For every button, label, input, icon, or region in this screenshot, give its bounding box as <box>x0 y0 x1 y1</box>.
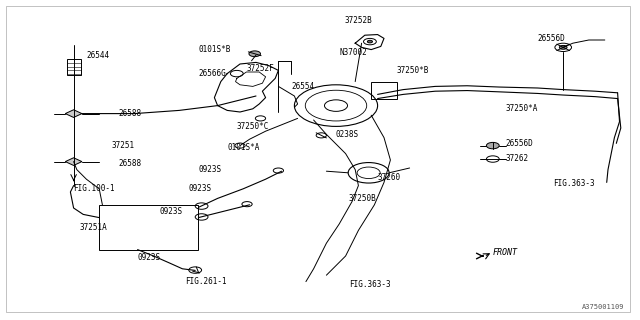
Circle shape <box>559 45 567 49</box>
Text: 26588: 26588 <box>118 159 141 168</box>
Text: 26556D: 26556D <box>506 140 533 148</box>
Circle shape <box>486 142 499 149</box>
Text: FIG.363-3: FIG.363-3 <box>349 280 390 289</box>
Text: 37250*B: 37250*B <box>397 66 429 75</box>
Text: 37262: 37262 <box>506 154 529 163</box>
Text: 0101S*A: 0101S*A <box>227 143 260 152</box>
Text: FIG.100-1: FIG.100-1 <box>74 184 115 193</box>
Text: 37252F: 37252F <box>246 64 274 73</box>
Bar <box>99 205 198 250</box>
Text: FIG.261-1: FIG.261-1 <box>186 277 227 286</box>
Text: 37250*C: 37250*C <box>237 122 269 131</box>
Bar <box>67 59 81 75</box>
Polygon shape <box>65 158 82 165</box>
Text: FIG.363-3: FIG.363-3 <box>554 180 595 188</box>
Polygon shape <box>65 110 82 117</box>
Text: 26554: 26554 <box>291 82 314 91</box>
Text: 0101S*B: 0101S*B <box>198 45 231 54</box>
Text: 0923S: 0923S <box>160 207 183 216</box>
Text: 0238S: 0238S <box>336 130 359 139</box>
Text: 26566G: 26566G <box>198 69 226 78</box>
Circle shape <box>249 51 260 57</box>
Text: A375001109: A375001109 <box>582 304 624 310</box>
Text: 37250B: 37250B <box>349 194 376 203</box>
Text: 37252B: 37252B <box>344 16 372 25</box>
Text: 26556D: 26556D <box>538 34 565 43</box>
Text: 0923S: 0923S <box>189 184 212 193</box>
Text: 37251: 37251 <box>112 141 135 150</box>
Bar <box>371 82 397 99</box>
Text: 37260: 37260 <box>378 173 401 182</box>
Text: 37250*A: 37250*A <box>506 104 538 113</box>
Text: 26544: 26544 <box>86 52 109 60</box>
Text: FRONT: FRONT <box>493 248 518 257</box>
Text: 0923S: 0923S <box>138 253 161 262</box>
Text: N37002: N37002 <box>339 48 367 57</box>
Text: 0923S: 0923S <box>198 165 221 174</box>
Text: 26588: 26588 <box>118 109 141 118</box>
Circle shape <box>367 40 372 43</box>
Text: 37251A: 37251A <box>80 223 108 232</box>
